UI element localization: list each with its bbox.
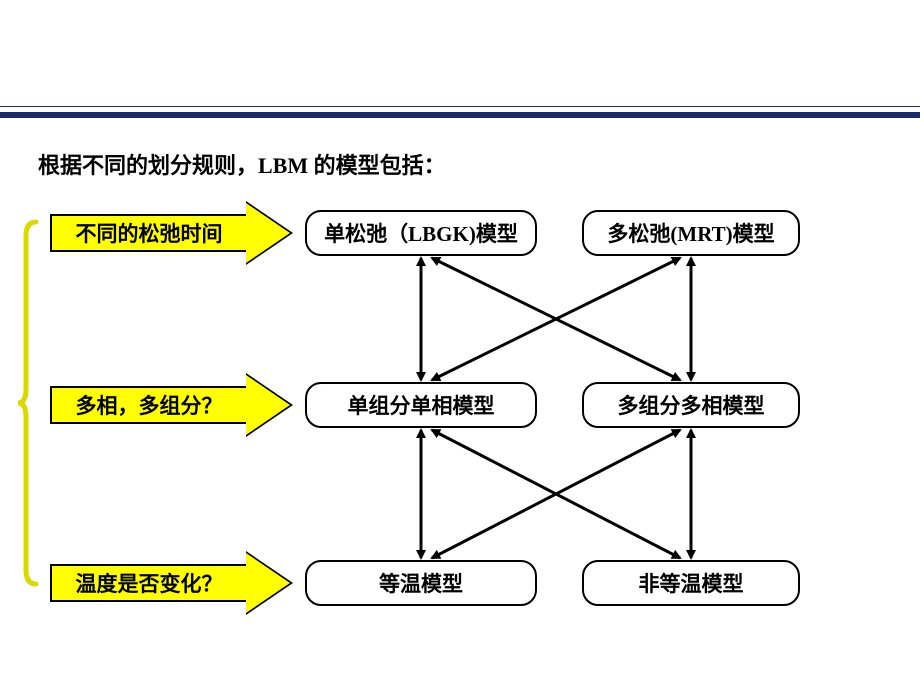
arrow-head-icon [246,375,290,435]
intro-text: 根据不同的划分规则，LBM 的模型包括： [38,148,446,180]
arrow-head-icon [246,203,290,263]
arrow-head-icon [246,553,290,613]
arrow-label-2: 多相，多组分？ [50,386,246,424]
node-multi-comp: 多组分多相模型 [582,382,800,428]
category-arrow-1: 不同的松弛时间 [50,203,290,263]
node-single-comp: 单组分单相模型 [305,382,537,428]
arrow-label-3: 温度是否变化？ [50,564,246,602]
brace-icon [0,0,40,690]
header-rule-thin [0,106,920,107]
node-isothermal: 等温模型 [305,560,537,606]
category-arrow-3: 温度是否变化？ [50,553,290,613]
node-lbgk: 单松弛（LBGK)模型 [305,210,537,256]
arrow-label-1: 不同的松弛时间 [50,214,246,252]
node-mrt: 多松弛(MRT)模型 [582,210,800,256]
header-rule-thick [0,112,920,118]
category-arrow-2: 多相，多组分？ [50,375,290,435]
node-noniso: 非等温模型 [582,560,800,606]
